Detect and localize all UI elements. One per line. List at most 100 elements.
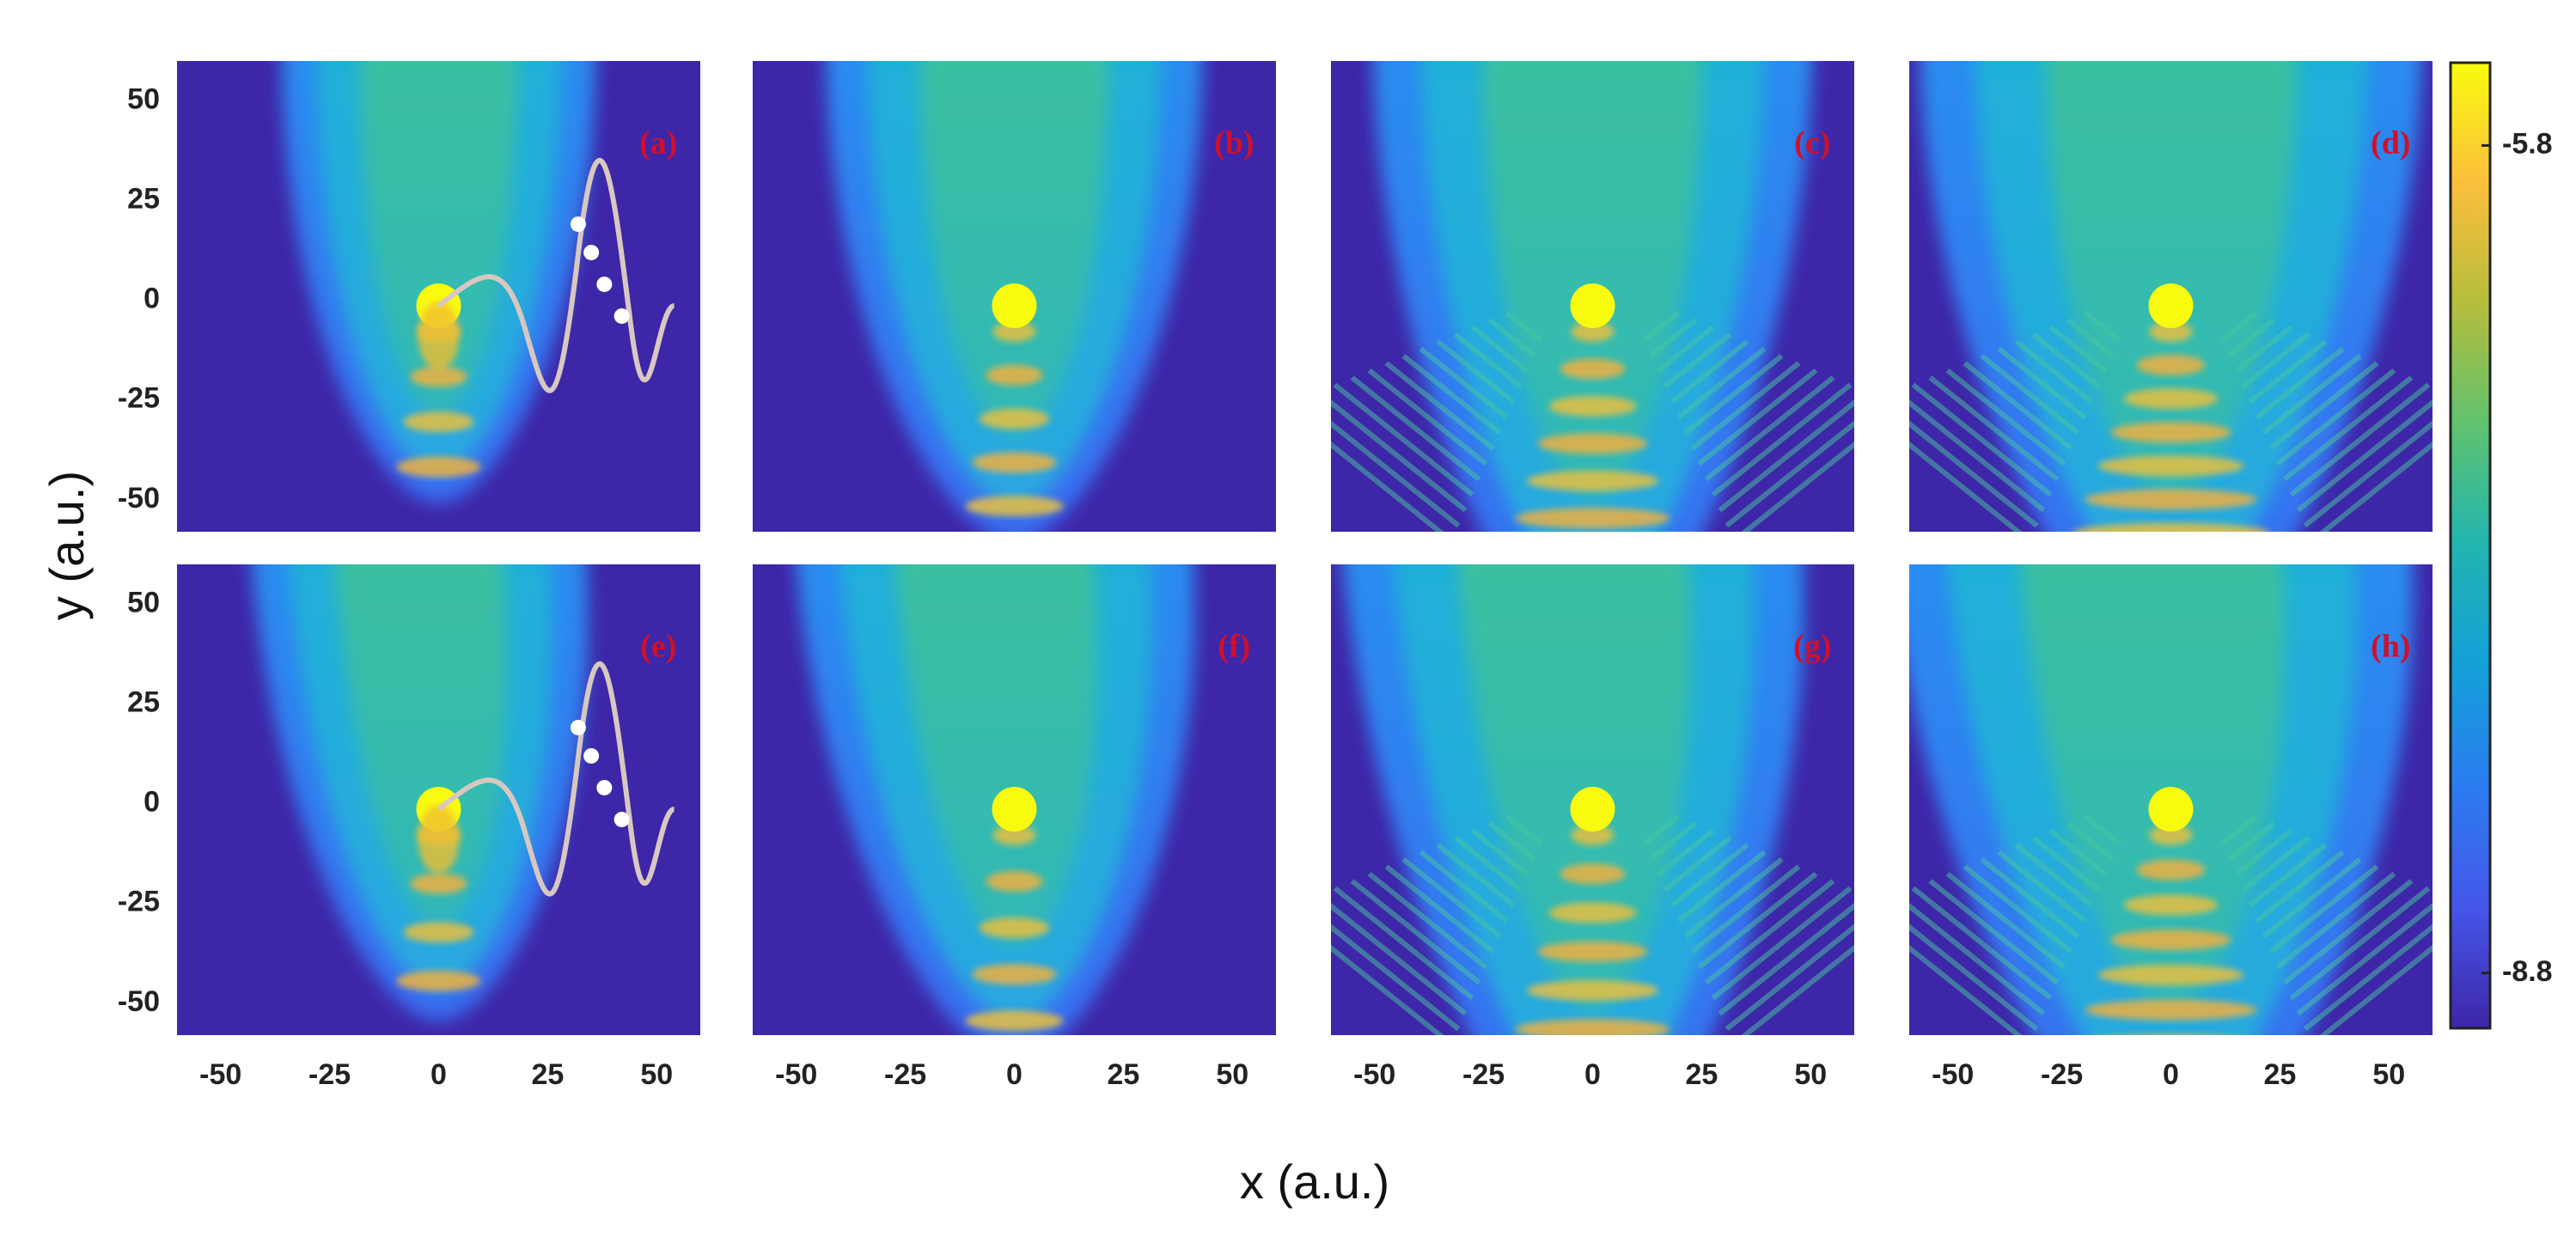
side-fringe — [1350, 879, 1481, 985]
side-fringe — [1453, 835, 1523, 893]
y-tick-label: 0 — [143, 283, 160, 315]
core-glow — [418, 301, 460, 370]
panel — [1331, 61, 1854, 566]
side-fringe — [2241, 835, 2310, 893]
fringe — [410, 366, 467, 387]
side-fringe — [1487, 318, 1536, 358]
colorbar-tick-label: -8.8 — [2502, 955, 2553, 988]
side-fringe — [2262, 857, 2362, 939]
side-fringe — [1436, 843, 1516, 908]
side-fringe — [2282, 879, 2414, 985]
side-fringe — [1505, 310, 1543, 343]
fringe — [992, 824, 1036, 845]
side-fringe — [2319, 944, 2433, 1035]
side-fringe — [2048, 325, 2108, 374]
panel-label: (f) — [1218, 628, 1250, 664]
panel — [1909, 564, 2433, 1125]
panel-label: (d) — [2371, 125, 2410, 161]
y-tick-label: -25 — [118, 886, 160, 918]
fringe — [2085, 489, 2257, 510]
fringe — [1560, 863, 1626, 885]
x-tick-label: 50 — [2372, 1058, 2405, 1091]
side-fringe — [1384, 864, 1495, 954]
side-fringe — [1909, 944, 2023, 1035]
side-fringe — [2319, 441, 2433, 532]
side-fringe — [2083, 813, 2121, 846]
side-fringe — [2083, 310, 2121, 343]
x-tick-label: -50 — [1353, 1058, 1395, 1091]
side-fringe — [1670, 843, 1749, 908]
side-fringe — [1401, 857, 1502, 939]
side-fringe — [2066, 821, 2115, 862]
panel — [753, 564, 1276, 1035]
field-inner — [2045, 61, 2297, 501]
side-fringe — [2234, 828, 2293, 877]
side-fringe — [1470, 325, 1529, 374]
fringe — [1537, 433, 1648, 454]
side-fringe — [2282, 375, 2414, 482]
x-tick-label: 25 — [1107, 1058, 1139, 1091]
fringe — [1515, 508, 1670, 529]
side-fringe — [1711, 382, 1853, 497]
side-fringe — [1331, 923, 1461, 1032]
side-fringe — [1649, 318, 1698, 358]
panel — [753, 61, 1276, 532]
side-fringe — [2227, 821, 2276, 862]
fringe — [2149, 320, 2193, 342]
fringe — [2047, 1105, 2296, 1125]
fringe — [1505, 545, 1682, 566]
core — [1570, 283, 1615, 328]
side-fringe — [1505, 813, 1543, 846]
side-fringe — [2227, 318, 2276, 358]
side-fringe — [2031, 835, 2101, 893]
fringe — [965, 496, 1064, 517]
side-fringe — [1331, 399, 1468, 513]
side-fringe — [1997, 850, 2087, 923]
fringe — [972, 452, 1057, 473]
trajectory-point — [570, 216, 586, 232]
field-inner — [360, 61, 517, 415]
fringe — [396, 456, 481, 478]
colorbar-tick-label: -5.8 — [2502, 127, 2553, 160]
side-fringe — [1704, 375, 1835, 482]
side-fringe — [2255, 850, 2345, 923]
y-tick-label: -50 — [118, 985, 160, 1018]
side-fringe — [2275, 871, 2396, 970]
panel-label: (c) — [1794, 125, 1830, 161]
panel — [1331, 564, 1854, 1156]
fringe — [965, 1010, 1064, 1032]
panel-label: (e) — [640, 628, 676, 664]
side-fringe — [1911, 382, 2053, 497]
x-tick-label: 50 — [1794, 1058, 1827, 1091]
side-fringe — [1711, 886, 1853, 1001]
side-fringe — [1670, 339, 1749, 405]
x-tick-label: 0 — [1006, 1058, 1022, 1091]
fringe — [1548, 395, 1637, 417]
side-fringe — [2289, 886, 2431, 1001]
field-inner — [335, 564, 507, 926]
fringe — [403, 411, 474, 433]
core — [992, 283, 1037, 328]
side-fringe — [1649, 821, 1698, 862]
x-axis-label: x (a.u.) — [1240, 1155, 1389, 1209]
side-fringe — [1436, 339, 1516, 405]
fringe — [1482, 1136, 1704, 1156]
trajectory-point — [613, 811, 630, 827]
panel — [1909, 61, 2433, 532]
x-tick-label: -50 — [1932, 1058, 1974, 1091]
x-tick-label: 0 — [430, 1058, 447, 1091]
side-fringe — [1741, 441, 1854, 532]
y-axis-label: y (a.u.) — [40, 471, 94, 620]
side-fringe — [1331, 944, 1444, 1035]
side-fringe — [1718, 399, 1854, 513]
side-fringe — [1690, 361, 1801, 451]
side-fringe — [1909, 902, 2046, 1016]
side-fringe — [1384, 361, 1495, 451]
side-fringe — [1331, 420, 1461, 528]
side-fringe — [2234, 325, 2293, 374]
side-fringe — [1333, 886, 1474, 1001]
side-fringe — [2303, 420, 2433, 528]
trajectory-point — [596, 779, 613, 795]
panel-label: (b) — [1214, 125, 1254, 161]
fringe — [2097, 964, 2244, 985]
